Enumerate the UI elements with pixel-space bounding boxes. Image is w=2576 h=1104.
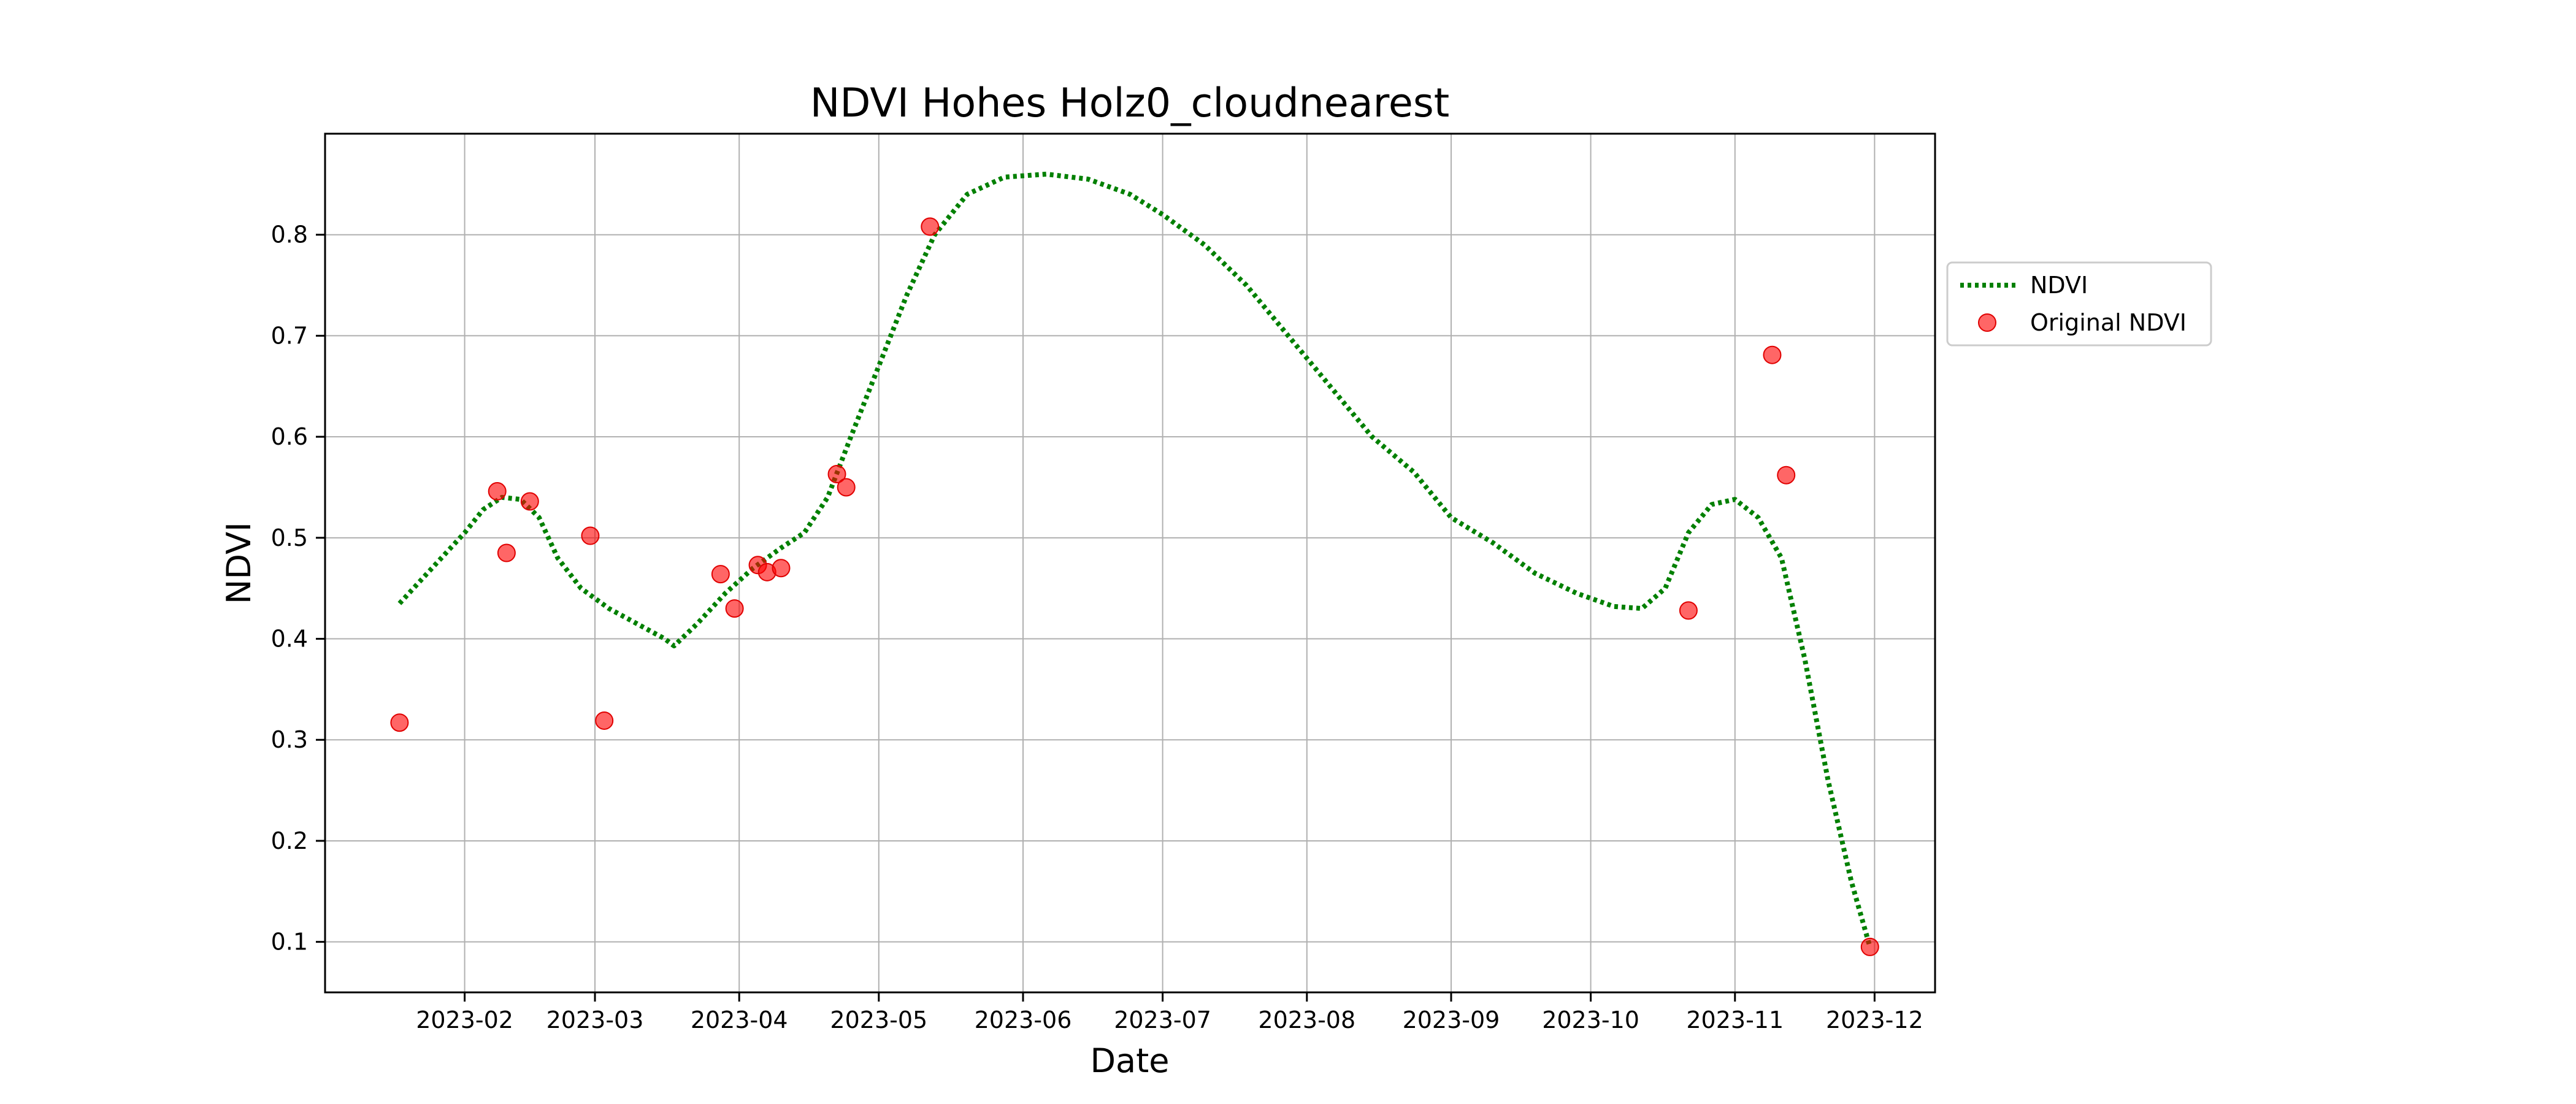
original-ndvi-point <box>497 543 516 562</box>
original-ndvi-point <box>725 599 744 618</box>
x-tick-label: 2023-02 <box>416 1006 513 1033</box>
y-axis-label: NDVI <box>220 522 258 604</box>
original-ndvi-point <box>520 492 539 511</box>
y-tick-label: 0.1 <box>271 929 308 956</box>
chart-title: NDVI Hohes Holz0_cloudnearest <box>810 80 1450 126</box>
y-tick-label: 0.5 <box>271 524 308 551</box>
x-tick-label: 2023-12 <box>1826 1006 1923 1033</box>
series-layer <box>390 171 1879 956</box>
original-ndvi-point <box>837 478 856 497</box>
x-tick-label: 2023-04 <box>691 1006 788 1033</box>
y-tick-label: 0.3 <box>271 726 308 753</box>
legend-original-ndvi-marker <box>1978 313 1996 332</box>
x-tick-label: 2023-08 <box>1258 1006 1355 1033</box>
original-ndvi-point <box>581 526 600 545</box>
legend: NDVI Original NDVI <box>1946 261 2212 347</box>
y-tick-label: 0.8 <box>271 221 308 248</box>
x-tick-label: 2023-10 <box>1542 1006 1639 1033</box>
legend-ndvi-label: NDVI <box>2030 272 2088 299</box>
x-tick-label: 2023-03 <box>546 1006 644 1033</box>
original-ndvi-point <box>1679 601 1698 620</box>
original-ndvi-point <box>1763 345 1782 364</box>
original-ndvi-point <box>1860 937 1879 956</box>
x-tick-label: 2023-11 <box>1686 1006 1784 1033</box>
x-tick-label: 2023-05 <box>830 1006 927 1033</box>
original-ndvi-point <box>390 713 409 732</box>
y-tick-label: 0.4 <box>271 626 308 653</box>
plot-frame <box>324 132 1936 994</box>
x-tick-label: 2023-07 <box>1114 1006 1211 1033</box>
grid <box>325 134 1935 992</box>
original-ndvi-point <box>488 482 507 501</box>
x-axis-label: Date <box>1090 1041 1169 1080</box>
original-ndvi-point <box>595 711 614 730</box>
original-ndvi-point <box>1777 466 1796 485</box>
legend-original-ndvi-label: Original NDVI <box>2030 309 2187 336</box>
y-tick-label: 0.2 <box>271 827 308 854</box>
original-ndvi-point <box>711 565 730 584</box>
original-ndvi-point <box>772 559 791 578</box>
ndvi-series-line <box>397 171 1873 948</box>
y-tick-label: 0.7 <box>271 322 308 349</box>
original-ndvi-point <box>921 217 940 236</box>
y-tick-label: 0.6 <box>271 423 308 450</box>
x-tick-label: 2023-06 <box>975 1006 1072 1033</box>
x-tick-label: 2023-09 <box>1403 1006 1500 1033</box>
ticks: 2023-02 2023-03 2023-04 2023-05 2023-06 2023-… <box>271 221 1923 1033</box>
original-ndvi-point <box>827 465 846 484</box>
